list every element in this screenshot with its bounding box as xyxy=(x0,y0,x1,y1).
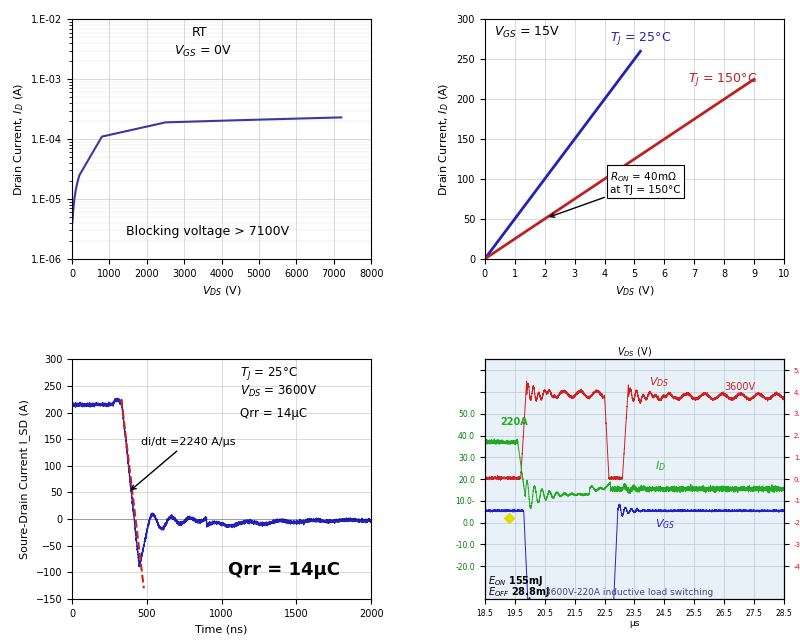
Text: $V_{DS}$ = 3600V: $V_{DS}$ = 3600V xyxy=(239,384,317,399)
Text: 3600V-220A inductive load switching: 3600V-220A inductive load switching xyxy=(545,587,713,596)
Text: $I_D$: $I_D$ xyxy=(655,459,666,473)
Text: $E_{OFF}$ 28.8mJ: $E_{OFF}$ 28.8mJ xyxy=(488,585,550,598)
Text: $V_{GS}$: $V_{GS}$ xyxy=(655,517,676,531)
Text: 3600V: 3600V xyxy=(724,382,755,392)
Y-axis label: Soure-Drain Current I_SD (A): Soure-Drain Current I_SD (A) xyxy=(19,399,30,559)
Y-axis label: Drain Current, $I_D$ (A): Drain Current, $I_D$ (A) xyxy=(12,82,26,196)
Text: $T_J$ = 150°C: $T_J$ = 150°C xyxy=(688,71,758,88)
Text: $V_{GS}$ = 15V: $V_{GS}$ = 15V xyxy=(494,25,560,40)
Text: $T_J$ = 25°C: $T_J$ = 25°C xyxy=(610,30,672,47)
Text: RT: RT xyxy=(192,26,207,39)
Text: Qrr = 14μC: Qrr = 14μC xyxy=(239,407,306,420)
Text: $V_{DS}$: $V_{DS}$ xyxy=(650,375,670,390)
Text: $V_{GS}$ = 0V: $V_{GS}$ = 0V xyxy=(174,44,232,59)
Text: Blocking voltage > 7100V: Blocking voltage > 7100V xyxy=(126,225,289,238)
Text: 220A: 220A xyxy=(500,417,527,427)
Y-axis label: Drain Current, $I_D$ (A): Drain Current, $I_D$ (A) xyxy=(438,82,451,196)
X-axis label: μs: μs xyxy=(630,619,640,628)
Text: $R_{ON}$ = 40m$\Omega$
at TJ = 150°C: $R_{ON}$ = 40m$\Omega$ at TJ = 150°C xyxy=(550,170,681,217)
X-axis label: Time (ns): Time (ns) xyxy=(195,624,248,634)
Text: $T_J$ = 25°C: $T_J$ = 25°C xyxy=(239,365,297,383)
Title: $V_{DS}$ (V): $V_{DS}$ (V) xyxy=(617,346,652,359)
Text: Qrr = 14μC: Qrr = 14μC xyxy=(227,561,339,579)
Text: di/dt =2240 A/μs: di/dt =2240 A/μs xyxy=(131,437,235,489)
X-axis label: $V_{DS}$ (V): $V_{DS}$ (V) xyxy=(614,284,654,298)
Text: $E_{ON}$ 155mJ: $E_{ON}$ 155mJ xyxy=(488,574,543,588)
X-axis label: $V_{DS}$ (V): $V_{DS}$ (V) xyxy=(202,284,242,298)
